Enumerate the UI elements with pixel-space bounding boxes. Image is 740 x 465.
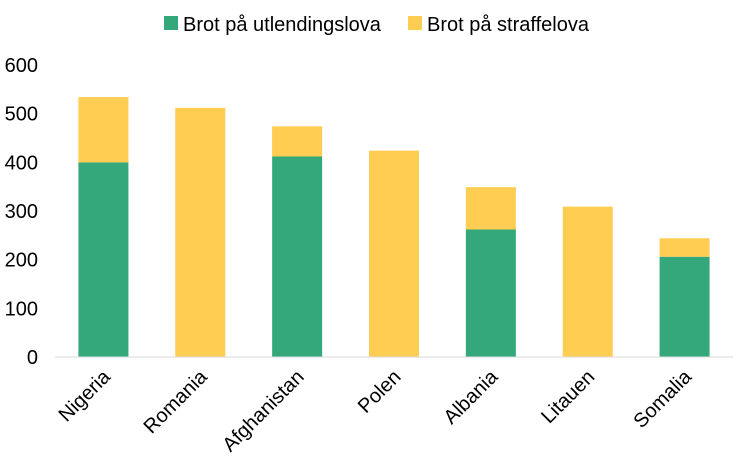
bar-afghanistan-series-0 bbox=[272, 156, 323, 357]
bar-somalia-series-0 bbox=[659, 256, 710, 357]
bar-albania-series-1 bbox=[465, 187, 516, 230]
x-tick-label: Albania bbox=[440, 365, 503, 428]
y-tick-label: 300 bbox=[5, 201, 38, 223]
y-tick-label: 100 bbox=[5, 298, 38, 320]
legend: Brot på utlendingslova Brot på straffelo… bbox=[164, 14, 590, 36]
x-tick-label: Litauen bbox=[537, 366, 599, 428]
bar-romania-series-1 bbox=[175, 107, 226, 358]
legend-label-straffelova: Brot på straffelova bbox=[427, 14, 590, 36]
y-tick-label: 0 bbox=[27, 347, 38, 369]
bar-nigeria-series-0 bbox=[78, 162, 129, 357]
y-tick-label: 200 bbox=[5, 250, 38, 272]
y-tick-label: 400 bbox=[5, 152, 38, 174]
x-tick-label: Romania bbox=[140, 365, 213, 438]
legend-label-utlendingslova: Brot på utlendingslova bbox=[183, 14, 382, 36]
bar-somalia-series-1 bbox=[659, 238, 710, 257]
legend-swatch-straffelova bbox=[408, 16, 422, 30]
bar-nigeria-series-1 bbox=[78, 97, 129, 163]
bar-litauen-series-1 bbox=[562, 206, 613, 357]
x-tick-label: Afghanistan bbox=[218, 366, 308, 456]
bars bbox=[78, 97, 710, 358]
x-tick-label: Polen bbox=[354, 366, 406, 418]
y-tick-label: 500 bbox=[5, 104, 38, 126]
x-axis-labels: Nigeria Romania Afghanistan Polen Albania Lit… bbox=[55, 365, 697, 456]
bar-polen-series-1 bbox=[369, 150, 419, 357]
x-tick-label: Nigeria bbox=[55, 365, 116, 426]
y-tick-label: 600 bbox=[5, 55, 38, 77]
bar-afghanistan-series-1 bbox=[272, 126, 323, 157]
y-axis: 0 100 200 300 400 500 600 bbox=[5, 55, 38, 369]
bar-albania-series-0 bbox=[465, 229, 516, 357]
x-tick-label: Somalia bbox=[629, 365, 696, 432]
legend-swatch-utlendingslova bbox=[164, 16, 178, 30]
